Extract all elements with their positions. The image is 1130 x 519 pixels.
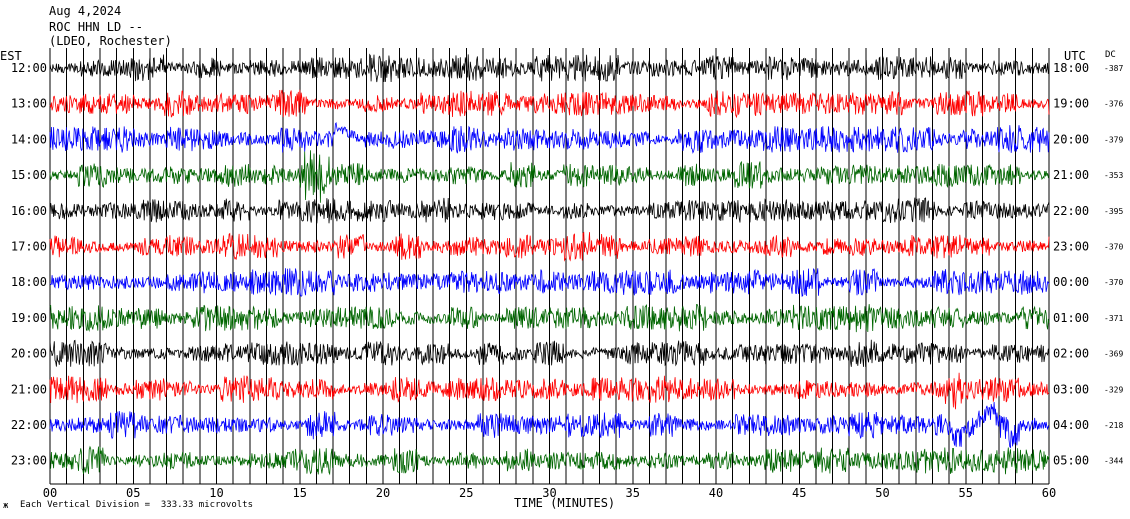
axis-labels: 00 05 10 15 20 25 30 35 40 45 50 55 60 12:00 18:00 -387… — [11, 61, 1124, 500]
chart-date: Aug 4,2024 — [49, 4, 122, 18]
trace-row-9 — [49, 372, 1050, 410]
est-hour-label-4: 16:00 — [11, 204, 47, 218]
utc-hour-label-2: 20:00 — [1053, 132, 1089, 146]
est-hour-label-5: 17:00 — [11, 240, 47, 254]
station-code: ROC HHN LD -- — [49, 20, 143, 34]
x-tick-label-15: 15 — [293, 486, 307, 500]
utc-hour-label-0: 18:00 — [1053, 61, 1089, 75]
dc-offset-label-10: -218 — [1104, 421, 1123, 430]
est-hour-label-0: 12:00 — [11, 61, 47, 75]
utc-hour-label-9: 03:00 — [1053, 382, 1089, 396]
trace-row-2 — [49, 122, 1050, 154]
x-tick-label-45: 45 — [792, 486, 806, 500]
x-tick-label-00: 00 — [43, 486, 57, 500]
dc-axis-label: DC — [1105, 50, 1116, 60]
seismic-traces — [49, 53, 1050, 476]
trace-row-6 — [49, 268, 1050, 298]
x-tick-label-20: 20 — [376, 486, 390, 500]
trace-row-0 — [49, 53, 1050, 83]
dc-offset-label-9: -329 — [1104, 385, 1123, 394]
x-tick-label-60: 60 — [1042, 486, 1056, 500]
dc-offset-label-1: -376 — [1104, 100, 1123, 109]
plot-grid — [49, 48, 1050, 485]
est-hour-label-11: 23:00 — [11, 454, 47, 468]
dc-offset-label-11: -344 — [1104, 457, 1123, 466]
dc-offset-label-3: -353 — [1104, 171, 1123, 180]
x-tick-label-40: 40 — [709, 486, 723, 500]
dc-offset-label-0: -387 — [1104, 64, 1123, 73]
trace-row-11 — [49, 445, 1050, 476]
est-hour-label-8: 20:00 — [11, 347, 47, 361]
utc-hour-label-11: 05:00 — [1053, 454, 1089, 468]
est-hour-label-2: 14:00 — [11, 132, 47, 146]
est-hour-label-9: 21:00 — [11, 382, 47, 396]
trace-row-7 — [49, 304, 1050, 333]
est-hour-label-6: 18:00 — [11, 275, 47, 289]
utc-hour-label-4: 22:00 — [1053, 204, 1089, 218]
trace-row-10 — [49, 401, 1050, 449]
x-axis-title: TIME (MINUTES) — [514, 496, 616, 510]
utc-hour-label-5: 23:00 — [1053, 240, 1089, 254]
utc-hour-label-3: 21:00 — [1053, 168, 1089, 182]
utc-hour-label-8: 02:00 — [1053, 347, 1089, 361]
utc-axis-label: UTC — [1064, 49, 1086, 63]
x-tick-label-25: 25 — [459, 486, 473, 500]
est-hour-label-7: 19:00 — [11, 311, 47, 325]
x-tick-label-10: 10 — [209, 486, 223, 500]
network-label: (LDEO, Rochester) — [49, 34, 172, 48]
dc-offset-label-2: -379 — [1104, 135, 1123, 144]
footnote-mark: ж — [3, 501, 9, 511]
est-hour-label-10: 22:00 — [11, 418, 47, 432]
dc-offset-label-4: -395 — [1104, 207, 1123, 216]
utc-hour-label-10: 04:00 — [1053, 418, 1089, 432]
x-tick-label-30: 30 — [542, 486, 556, 500]
trace-row-3 — [49, 150, 1050, 203]
dc-offset-label-6: -370 — [1104, 278, 1123, 287]
utc-hour-label-1: 19:00 — [1053, 97, 1089, 111]
x-tick-label-55: 55 — [959, 486, 973, 500]
x-tick-label-35: 35 — [626, 486, 640, 500]
utc-hour-label-7: 01:00 — [1053, 311, 1089, 325]
est-hour-label-3: 15:00 — [11, 168, 47, 182]
x-tick-label-50: 50 — [875, 486, 889, 500]
vertical-division-note: Each Vertical Division = 333.33 microvol… — [20, 500, 253, 510]
utc-hour-label-6: 00:00 — [1053, 275, 1089, 289]
trace-row-1 — [49, 89, 1050, 119]
est-axis-label: EST — [0, 49, 22, 63]
trace-row-5 — [49, 231, 1050, 262]
trace-row-8 — [49, 339, 1050, 367]
dc-offset-label-7: -371 — [1104, 314, 1123, 323]
x-tick-label-05: 05 — [126, 486, 140, 500]
dc-offset-label-5: -370 — [1104, 243, 1123, 252]
trace-row-4 — [49, 197, 1050, 224]
dc-offset-label-8: -369 — [1104, 350, 1123, 359]
est-hour-label-1: 13:00 — [11, 97, 47, 111]
